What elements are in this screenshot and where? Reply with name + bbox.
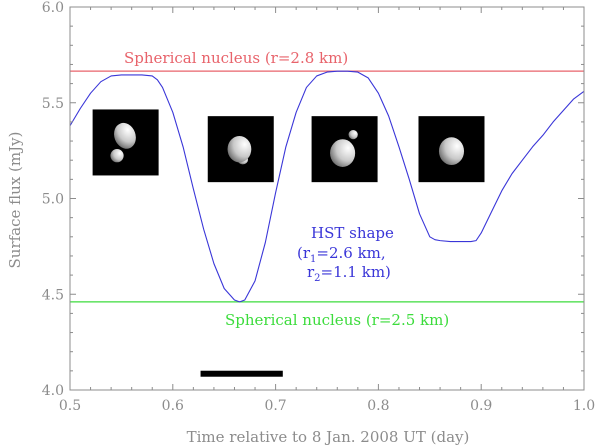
axis-ticks [69, 6, 585, 391]
hst-title: HST shape [311, 224, 394, 242]
y-tick-label: 4.0 [42, 383, 64, 399]
x-tick-label: 1.0 [573, 398, 595, 414]
y-tick-label: 4.5 [42, 287, 64, 303]
inset-2 [207, 116, 274, 183]
y-tick-label: 5.0 [42, 192, 64, 208]
y-axis-label: Surface flux (mJy) [6, 132, 24, 269]
hst-r2: r2=1.1 km) [307, 263, 391, 284]
primary-lobe [227, 135, 252, 163]
secondary-lobe [110, 149, 124, 163]
shape-insets [92, 109, 485, 183]
hst-r1-prefix: (r [297, 244, 311, 262]
hst-r2-value: =1.1 km) [321, 263, 391, 281]
primary-lobe [438, 137, 465, 165]
inset-4 [418, 116, 485, 183]
x-tick-label: 0.6 [162, 398, 184, 414]
primary-lobe [114, 122, 136, 149]
green-line-label: Spherical nucleus (r=2.5 km) [225, 311, 449, 329]
inset-1 [92, 109, 159, 176]
hst-r1: (r1=2.6 km, [297, 244, 386, 265]
axis-tick-labels: 0.5 0.6 0.7 0.8 0.9 1.0 4.0 4.5 5.0 5.5 6.0 [42, 0, 595, 414]
primary-lobe [330, 139, 356, 167]
y-tick-label: 6.0 [42, 0, 64, 16]
hst-r1-subscript: 1 [310, 254, 316, 265]
x-tick-label: 0.7 [264, 398, 286, 414]
inset-3 [311, 116, 378, 183]
x-tick-label: 0.5 [59, 398, 81, 414]
x-tick-label: 0.9 [470, 398, 492, 414]
time-bar [200, 370, 283, 377]
red-line-label: Spherical nucleus (r=2.8 km) [124, 49, 348, 67]
hst-r1-value: =2.6 km, [316, 244, 385, 262]
hst-annotation: HST shape (r1=2.6 km, r2=1.1 km) [297, 224, 394, 284]
x-tick-label: 0.8 [367, 398, 389, 414]
x-axis-label: Time relative to 8 Jan. 2008 UT (day) [187, 428, 470, 446]
y-tick-label: 5.5 [42, 96, 64, 112]
series-lines [69, 70, 585, 303]
reference-lines [70, 70, 584, 303]
hst-r2-prefix: r [307, 263, 315, 281]
hst-r2-subscript: 2 [314, 273, 320, 284]
hst-shape-curve [69, 70, 585, 303]
secondary-lobe [348, 130, 358, 140]
